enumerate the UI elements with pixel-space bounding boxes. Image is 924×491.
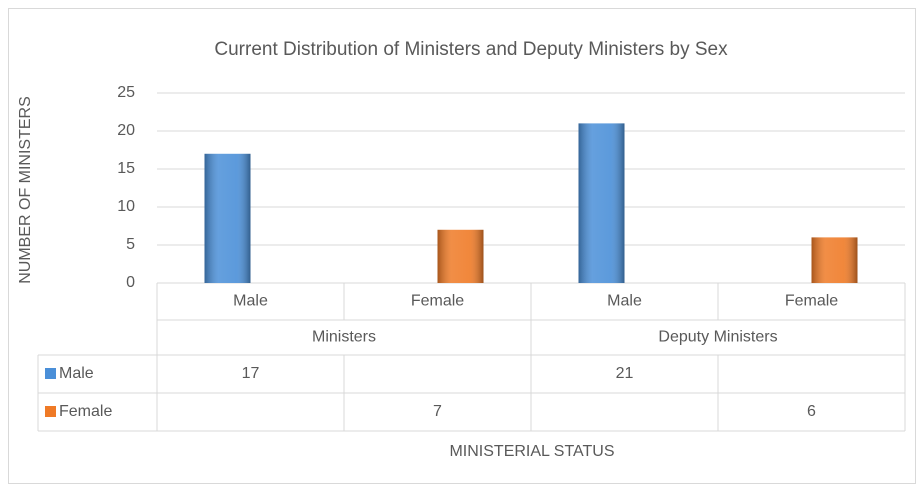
y-tick-label: 10 <box>117 198 135 215</box>
table-value: 17 <box>242 365 260 382</box>
table-value: 7 <box>433 403 442 420</box>
legend-label: Female <box>59 403 112 420</box>
bar-shade <box>204 153 251 283</box>
table-value: 21 <box>616 365 634 382</box>
legend-key <box>45 406 56 417</box>
bar-shade <box>437 229 484 283</box>
x-axis-label: MINISTERIAL STATUS <box>449 443 614 460</box>
y-tick-label: 5 <box>126 236 135 253</box>
y-tick-label: 20 <box>117 122 135 139</box>
table-value: 6 <box>807 403 816 420</box>
group-label: Deputy Ministers <box>658 329 777 346</box>
legend-label: Male <box>59 365 94 382</box>
y-tick-label: 15 <box>117 160 135 177</box>
bar-shade <box>811 237 858 283</box>
x-tick-label: Female <box>785 293 838 310</box>
bar-shade <box>578 123 625 284</box>
group-label: Ministers <box>312 329 376 346</box>
y-tick-label: 0 <box>126 274 135 291</box>
x-tick-label: Male <box>233 293 268 310</box>
y-axis-label: NUMBER OF MINISTERS <box>17 96 34 284</box>
x-tick-label: Male <box>607 293 642 310</box>
legend-key <box>45 368 56 379</box>
x-tick-label: Female <box>411 293 464 310</box>
y-tick-label: 25 <box>117 84 135 101</box>
chart-title: Current Distribution of Ministers and De… <box>214 39 728 60</box>
